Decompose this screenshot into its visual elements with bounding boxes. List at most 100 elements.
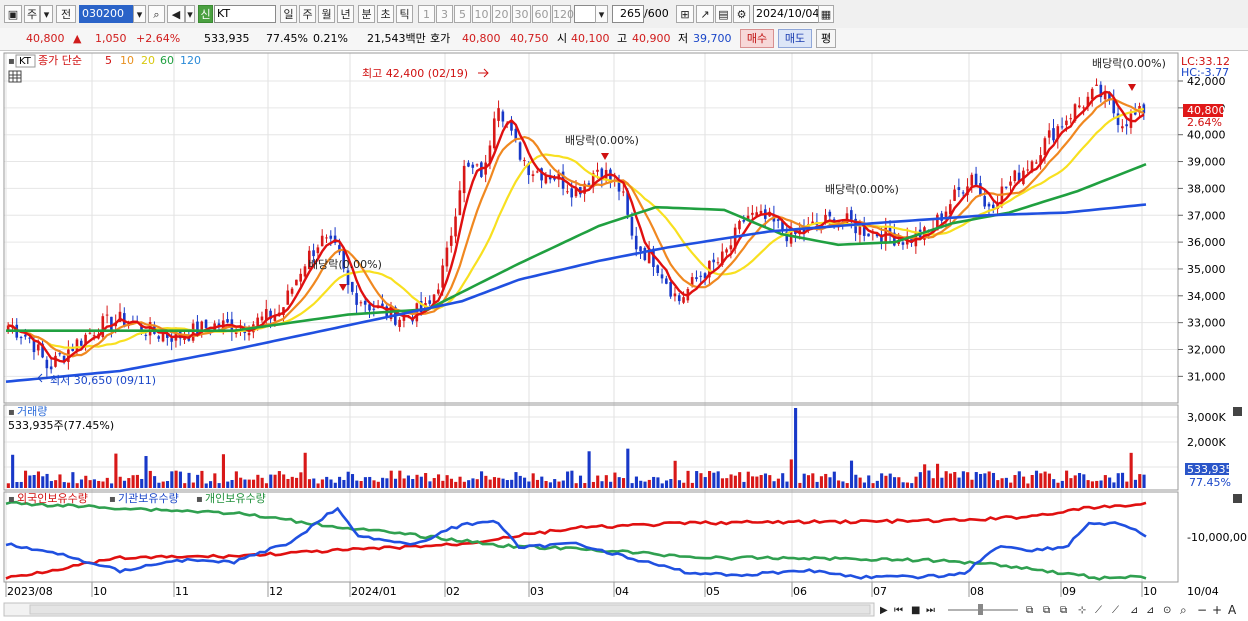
volume-panel-close-icon[interactable]: [1233, 407, 1242, 416]
candle: [144, 334, 148, 336]
min-60[interactable]: 60: [532, 5, 551, 23]
gear-icon[interactable]: ⚙: [733, 5, 750, 23]
legend-ma5: 5: [105, 54, 112, 67]
prev-button[interactable]: 전: [56, 5, 76, 23]
ruler-icon[interactable]: ⊿: [1130, 605, 1138, 616]
magnet-icon[interactable]: ⊿: [1146, 605, 1154, 616]
scroll-last-icon[interactable]: ⏭: [926, 605, 935, 616]
zoom-slider-handle[interactable]: [978, 604, 983, 615]
min-1[interactable]: 1: [418, 5, 435, 23]
stop-icon[interactable]: ■: [911, 605, 920, 616]
scroll-first-icon[interactable]: ⏮: [894, 605, 903, 616]
min-20[interactable]: 20: [492, 5, 511, 23]
candle: [49, 366, 53, 370]
table-icon[interactable]: [8, 70, 22, 83]
tf-year[interactable]: 년: [337, 5, 354, 23]
dividend-marker-icon: [339, 284, 347, 291]
layout-icon[interactable]: ⧉: [1043, 605, 1050, 616]
volume-bar: [234, 471, 238, 488]
candle: [320, 235, 324, 247]
min-120[interactable]: 120: [552, 5, 574, 23]
holdings-panel-close-icon[interactable]: [1233, 494, 1242, 503]
candle: [1090, 88, 1094, 100]
buy-button[interactable]: 매수: [740, 29, 774, 48]
stock-chart[interactable]: 42,00041,00040,00039,00038,00037,00036,0…: [0, 50, 1248, 621]
candle: [626, 190, 629, 215]
zoom-out-icon[interactable]: −: [1197, 603, 1207, 617]
min-30[interactable]: 30: [512, 5, 531, 23]
ma120-line: [5, 203, 1147, 383]
sell-button[interactable]: 매도: [778, 29, 812, 48]
candle: [1125, 124, 1128, 127]
search-icon[interactable]: ⌕: [1180, 603, 1187, 617]
volume-bar: [92, 479, 96, 488]
volume-bar: [350, 474, 355, 488]
candle: [1004, 186, 1008, 188]
candle: [1095, 84, 1098, 86]
font-size-icon[interactable]: A: [1228, 603, 1237, 617]
dividend-marker-icon: [601, 153, 609, 160]
tf-minute[interactable]: 분: [358, 5, 375, 23]
tf-week[interactable]: 주: [299, 5, 316, 23]
period-dropdown-icon[interactable]: ▾: [40, 5, 53, 23]
search-icon[interactable]: ⌕: [148, 5, 165, 23]
min-5[interactable]: 5: [454, 5, 471, 23]
layout-icon[interactable]: ⧉: [1060, 605, 1067, 616]
candle: [449, 235, 453, 246]
candle: [363, 300, 367, 305]
stock-name-field[interactable]: KT: [214, 5, 276, 23]
scrollbar-thumb[interactable]: [29, 604, 871, 615]
period-button[interactable]: 주: [24, 5, 40, 23]
volume-bar: [432, 478, 436, 488]
volume-bar: [1026, 483, 1030, 488]
indicator-icon[interactable]: ⊞: [676, 5, 694, 23]
candle: [1009, 181, 1012, 186]
line-tool-icon[interactable]: ⟋: [1095, 605, 1102, 616]
x-tick-label: 06: [793, 585, 807, 598]
candle: [510, 121, 513, 131]
calendar-icon[interactable]: ▦: [818, 5, 834, 23]
speaker-icon[interactable]: ◀: [167, 5, 185, 23]
volume-bar: [802, 473, 806, 488]
count-input[interactable]: 265: [612, 5, 644, 23]
turnover-value: 0.21%: [313, 32, 348, 45]
tf-day[interactable]: 일: [280, 5, 297, 23]
stock-code-input[interactable]: 030200: [79, 5, 133, 23]
zoom-in-icon[interactable]: +: [1212, 603, 1222, 617]
date-input[interactable]: 2024/10/04: [753, 5, 819, 23]
volume-bar: [897, 477, 901, 488]
draw-tool-icon[interactable]: ↗: [696, 5, 714, 23]
trend-icon[interactable]: ⟋: [1112, 605, 1119, 616]
avg-button[interactable]: 평: [816, 29, 836, 48]
min-3[interactable]: 3: [436, 5, 453, 23]
candle: [802, 227, 806, 233]
volume-bar: [54, 480, 58, 488]
tf-tick[interactable]: 틱: [396, 5, 413, 23]
tf-month[interactable]: 월: [318, 5, 335, 23]
volume-value: 533,935: [204, 32, 250, 45]
copy-icon[interactable]: ⧉: [1026, 605, 1033, 616]
speaker-dropdown-icon[interactable]: ▾: [185, 5, 195, 23]
candle: [970, 174, 974, 186]
volume-bar: [492, 477, 497, 488]
volume-bar: [415, 474, 419, 488]
legend-box[interactable]: [15, 54, 36, 68]
scroll-right-icon[interactable]: ▶: [880, 605, 888, 616]
x-tick-label: 08: [970, 585, 984, 598]
volume-bar: [1142, 474, 1146, 488]
min-10[interactable]: 10: [472, 5, 491, 23]
save-icon[interactable]: ▤: [715, 5, 732, 23]
code-dropdown-icon[interactable]: ▾: [133, 5, 146, 23]
window-menu-icon[interactable]: ▣: [4, 5, 22, 23]
unit-dropdown-icon[interactable]: ▾: [595, 5, 608, 23]
high-label: 고: [617, 32, 628, 45]
tf-second[interactable]: 초: [377, 5, 394, 23]
candle: [1116, 113, 1120, 126]
crosshair-icon[interactable]: ⊹: [1078, 605, 1086, 616]
volume-bar: [703, 477, 707, 488]
volume-bar: [320, 479, 324, 488]
volume-bar: [1022, 476, 1026, 488]
rate-value: +2.64%: [136, 32, 181, 45]
dividend-label-1: 배당락(0.00%): [565, 134, 639, 147]
zoom-fit-icon[interactable]: ⊙: [1163, 605, 1171, 616]
